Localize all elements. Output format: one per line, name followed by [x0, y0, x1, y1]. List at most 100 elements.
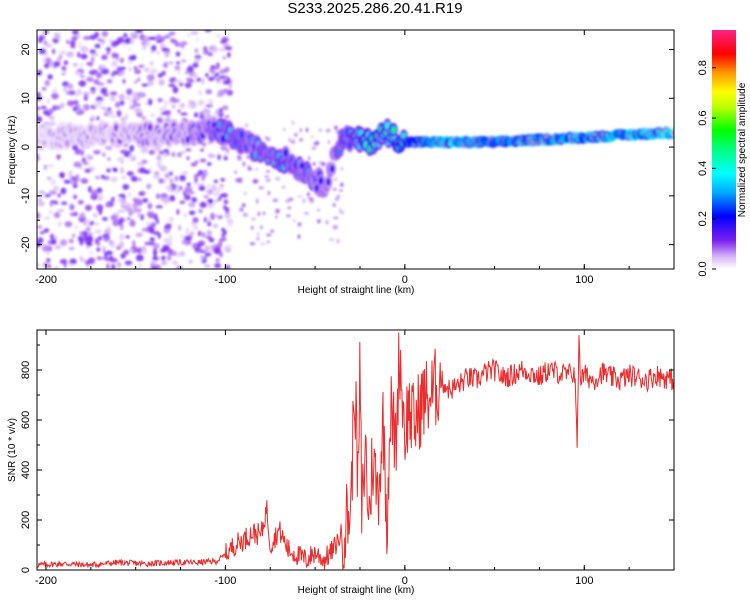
noise-speckle — [37, 116, 43, 123]
noise-speckle — [74, 71, 82, 76]
noise-speckle — [193, 173, 199, 180]
noise-speckle — [226, 219, 234, 224]
noise-speckle — [266, 233, 272, 237]
noise-speckle — [155, 34, 163, 42]
noise-speckle — [68, 238, 74, 244]
noise-speckle — [208, 237, 215, 243]
noise-speckle — [220, 178, 225, 182]
noise-speckle — [110, 215, 118, 221]
noise-speckle — [336, 238, 340, 244]
noise-speckle — [181, 43, 184, 49]
noise-speckle — [110, 242, 116, 248]
noise-speckle — [135, 254, 144, 262]
noise-speckle — [207, 162, 212, 166]
noise-speckle — [80, 46, 89, 53]
noise-speckle — [164, 34, 171, 39]
noise-speckle — [46, 250, 50, 256]
noise-speckle — [120, 167, 125, 174]
noise-speckle — [117, 198, 125, 202]
noise-speckle — [106, 51, 111, 55]
noise-speckle — [199, 158, 207, 163]
noise-speckle — [90, 189, 98, 197]
noise-speckle — [265, 178, 271, 182]
noise-speckle — [184, 194, 191, 201]
noise-speckle — [52, 48, 56, 55]
noise-speckle — [138, 64, 145, 68]
noise-speckle — [96, 204, 104, 212]
spectrogram-blobs — [37, 30, 674, 269]
noise-speckle — [156, 193, 160, 200]
noise-speckle — [43, 62, 50, 69]
noise-speckle — [180, 150, 186, 154]
noise-speckle — [43, 262, 48, 268]
noise-speckle — [144, 67, 150, 73]
signal-core — [326, 177, 331, 186]
noise-speckle — [158, 79, 165, 86]
noise-speckle — [244, 191, 247, 196]
noise-speckle — [105, 202, 111, 208]
noise-speckle — [75, 110, 84, 116]
noise-speckle — [312, 162, 316, 166]
noise-speckle — [197, 101, 205, 106]
noise-speckle — [177, 109, 181, 113]
noise-speckle — [84, 218, 91, 225]
noise-speckle — [204, 245, 209, 252]
noise-speckle — [235, 178, 241, 183]
noise-speckle — [170, 251, 178, 256]
noise-speckle — [116, 110, 122, 117]
noise-speckle — [251, 217, 256, 221]
noise-speckle — [255, 237, 260, 241]
x-tick-label: 0 — [402, 274, 408, 286]
noise-speckle — [202, 50, 210, 55]
noise-speckle — [74, 99, 79, 107]
noise-speckle — [160, 111, 168, 116]
noise-speckle — [162, 244, 170, 251]
noise-speckle — [194, 222, 198, 229]
noise-speckle — [100, 174, 106, 180]
x-tick-label: 0 — [402, 575, 408, 587]
snr-series-line — [37, 332, 674, 570]
noise-speckle — [223, 245, 230, 252]
noise-speckle — [141, 115, 147, 121]
colorbar-tick-label: 0.0 — [697, 261, 709, 276]
noise-speckle — [120, 43, 127, 47]
noise-speckle — [101, 68, 109, 75]
noise-speckle — [137, 211, 141, 218]
noise-speckle — [118, 209, 124, 213]
noise-speckle — [166, 241, 173, 247]
noise-speckle — [51, 238, 57, 245]
noise-speckle — [188, 79, 195, 83]
noise-speckle — [177, 266, 181, 269]
noise-speckle — [296, 195, 303, 198]
noise-speckle — [224, 211, 231, 219]
noise-speckle — [275, 215, 278, 219]
noise-speckle — [44, 79, 50, 87]
noise-speckle — [181, 59, 187, 63]
noise-speckle — [129, 98, 133, 105]
noise-speckle — [199, 111, 204, 117]
noise-speckle — [69, 170, 73, 176]
noise-speckle — [152, 266, 157, 269]
noise-speckle — [125, 37, 131, 42]
noise-speckle — [208, 198, 214, 205]
noise-speckle — [128, 67, 132, 72]
noise-speckle — [158, 178, 165, 184]
noise-speckle — [59, 102, 65, 109]
noise-speckle — [121, 175, 126, 180]
noise-speckle — [177, 68, 181, 75]
noise-speckle — [79, 255, 83, 263]
noise-speckle — [107, 109, 114, 116]
noise-speckle — [275, 208, 280, 214]
noise-speckle — [128, 55, 135, 61]
noise-speckle — [223, 156, 229, 161]
noise-speckle — [134, 103, 141, 107]
noise-speckle — [97, 85, 101, 91]
noise-speckle — [69, 203, 74, 209]
noise-speckle — [90, 115, 96, 121]
noise-speckle — [222, 56, 227, 60]
noise-speckle — [141, 45, 147, 51]
noise-speckle — [83, 94, 88, 102]
noise-speckle — [42, 30, 47, 36]
noise-speckle — [218, 75, 227, 79]
noise-speckle — [127, 191, 132, 199]
